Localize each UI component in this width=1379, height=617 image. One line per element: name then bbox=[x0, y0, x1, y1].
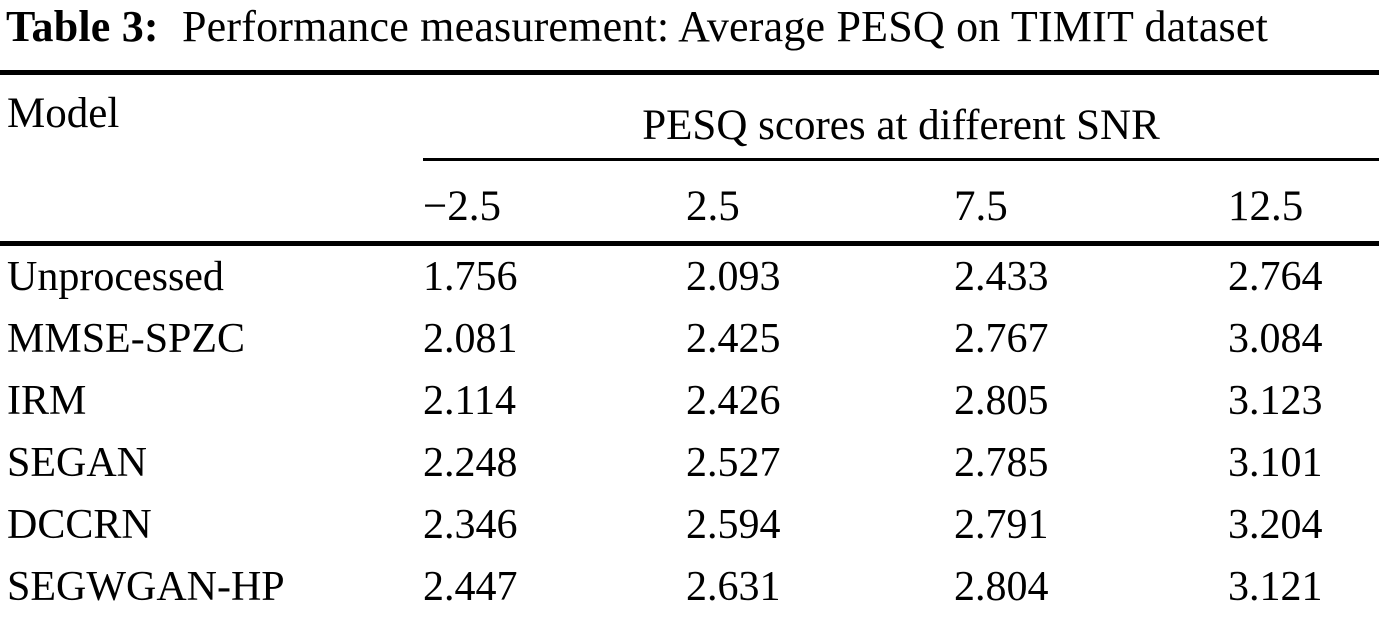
pesq-value: 3.123 bbox=[1228, 378, 1323, 424]
column-header-snr-neg2p5: −2.5 bbox=[423, 159, 686, 246]
column-header-snr-7p5: 7.5 bbox=[954, 159, 1228, 246]
pesq-value: 2.527 bbox=[686, 440, 781, 486]
model-name: Unprocessed bbox=[7, 254, 224, 300]
table-row-mmse-spzc: MMSE-SPZC 2.081 2.425 2.767 3.084 bbox=[0, 308, 1379, 370]
pesq-value: 2.804 bbox=[954, 556, 1228, 617]
pesq-value: 2.631 bbox=[686, 556, 954, 617]
pesq-value: 2.081 bbox=[423, 316, 518, 362]
pesq-value: 3.204 bbox=[1228, 502, 1323, 548]
pesq-value: 2.093 bbox=[686, 254, 781, 300]
pesq-value: 2.346 bbox=[423, 502, 518, 548]
pesq-value: 3.121 bbox=[1228, 556, 1379, 617]
pesq-value: 2.426 bbox=[686, 378, 781, 424]
pesq-value: 2.791 bbox=[954, 502, 1049, 548]
pesq-value: 2.433 bbox=[954, 254, 1049, 300]
column-header-model: Model bbox=[0, 70, 423, 246]
pesq-value: 2.447 bbox=[423, 556, 686, 617]
pesq-value: 2.767 bbox=[954, 316, 1049, 362]
table-row-segan: SEGAN 2.248 2.527 2.785 3.101 bbox=[0, 432, 1379, 494]
table-row-unprocessed: Unprocessed 1.756 2.093 2.433 2.764 bbox=[0, 244, 1379, 309]
pesq-value: 2.425 bbox=[686, 316, 781, 362]
model-name: SEGAN bbox=[7, 440, 148, 486]
pesq-value: 1.756 bbox=[423, 254, 518, 300]
pesq-value: 2.594 bbox=[686, 502, 781, 548]
column-header-snr-12p5: 12.5 bbox=[1228, 159, 1379, 246]
model-name: MMSE-SPZC bbox=[7, 316, 246, 362]
pesq-value: 2.785 bbox=[954, 440, 1049, 486]
table-row-dccrn: DCCRN 2.346 2.594 2.791 3.204 bbox=[0, 494, 1379, 556]
column-header-snr-2p5: 2.5 bbox=[686, 159, 954, 246]
header-row-group: Model PESQ scores at different SNR bbox=[0, 70, 1379, 246]
pesq-value: 2.764 bbox=[1228, 254, 1323, 300]
pesq-value: 2.805 bbox=[954, 378, 1049, 424]
table-row-irm: IRM 2.114 2.426 2.805 3.123 bbox=[0, 370, 1379, 432]
pesq-results-table: Model PESQ scores at different SNR −2.5 … bbox=[0, 70, 1379, 617]
table-caption-label: Table 3: bbox=[6, 2, 159, 51]
pesq-value: 2.248 bbox=[423, 440, 518, 486]
header-row-snr: −2.5 2.5 7.5 12.5 bbox=[0, 159, 1379, 246]
table-caption: Table 3: Performance measurement: Averag… bbox=[6, 2, 1379, 52]
pesq-value: 2.114 bbox=[423, 378, 516, 424]
model-name: IRM bbox=[7, 378, 87, 424]
table-caption-text: Performance measurement: Average PESQ on… bbox=[182, 2, 1269, 51]
model-name: DCCRN bbox=[7, 502, 152, 548]
pesq-value: 3.101 bbox=[1228, 440, 1323, 486]
model-name: SEGWGAN-HP bbox=[0, 556, 423, 617]
pesq-value: 3.084 bbox=[1228, 316, 1323, 362]
column-group-header-pesq-snr: PESQ scores at different SNR bbox=[423, 70, 1379, 161]
table-row-segwgan-hp: SEGWGAN-HP 2.447 2.631 2.804 3.121 bbox=[0, 556, 1379, 617]
